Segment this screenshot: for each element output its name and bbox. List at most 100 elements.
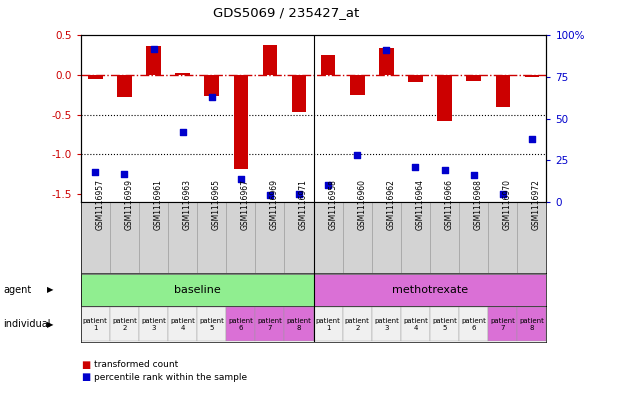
Text: GSM1116959: GSM1116959 bbox=[124, 179, 134, 230]
Text: patient
3: patient 3 bbox=[141, 318, 166, 331]
Text: methotrexate: methotrexate bbox=[392, 285, 468, 295]
Bar bbox=[525, 75, 539, 77]
FancyBboxPatch shape bbox=[517, 307, 546, 341]
Text: GSM1116965: GSM1116965 bbox=[212, 179, 220, 230]
Text: GSM1116962: GSM1116962 bbox=[386, 179, 396, 230]
FancyBboxPatch shape bbox=[139, 307, 168, 341]
Text: GSM1116964: GSM1116964 bbox=[415, 179, 425, 230]
Text: patient
2: patient 2 bbox=[345, 318, 369, 331]
Point bbox=[440, 167, 450, 174]
FancyBboxPatch shape bbox=[430, 202, 459, 274]
Point bbox=[90, 169, 100, 175]
Point bbox=[178, 129, 188, 135]
FancyBboxPatch shape bbox=[372, 202, 401, 274]
Text: transformed count: transformed count bbox=[94, 360, 179, 369]
Point bbox=[469, 172, 479, 178]
Bar bbox=[292, 75, 306, 112]
FancyBboxPatch shape bbox=[168, 202, 197, 274]
FancyBboxPatch shape bbox=[168, 307, 197, 341]
FancyBboxPatch shape bbox=[226, 307, 255, 341]
Text: patient
5: patient 5 bbox=[199, 318, 224, 331]
Bar bbox=[408, 75, 423, 82]
Bar bbox=[204, 75, 219, 95]
Text: ▶: ▶ bbox=[47, 285, 53, 294]
Text: agent: agent bbox=[3, 285, 31, 295]
Text: GSM1116971: GSM1116971 bbox=[299, 179, 308, 230]
Text: GSM1116966: GSM1116966 bbox=[445, 179, 453, 230]
FancyBboxPatch shape bbox=[401, 307, 430, 341]
FancyBboxPatch shape bbox=[459, 307, 488, 341]
Text: patient
2: patient 2 bbox=[112, 318, 137, 331]
Point bbox=[265, 192, 275, 198]
FancyBboxPatch shape bbox=[488, 202, 517, 274]
FancyBboxPatch shape bbox=[343, 307, 372, 341]
Bar bbox=[146, 46, 161, 75]
Text: individual: individual bbox=[3, 319, 50, 329]
Point bbox=[323, 182, 333, 189]
Point bbox=[498, 191, 508, 197]
Point bbox=[119, 171, 129, 177]
Bar bbox=[88, 75, 102, 79]
Bar bbox=[233, 75, 248, 169]
Bar bbox=[466, 75, 481, 81]
Text: patient
6: patient 6 bbox=[461, 318, 486, 331]
FancyBboxPatch shape bbox=[255, 307, 284, 341]
FancyBboxPatch shape bbox=[110, 307, 139, 341]
FancyBboxPatch shape bbox=[517, 202, 546, 274]
Text: patient
7: patient 7 bbox=[491, 318, 515, 331]
Point bbox=[381, 47, 391, 53]
Text: patient
1: patient 1 bbox=[83, 318, 107, 331]
Bar bbox=[321, 55, 335, 75]
Text: baseline: baseline bbox=[174, 285, 220, 295]
FancyBboxPatch shape bbox=[139, 202, 168, 274]
Point bbox=[294, 191, 304, 197]
Text: GSM1116963: GSM1116963 bbox=[183, 179, 192, 230]
FancyBboxPatch shape bbox=[459, 202, 488, 274]
FancyBboxPatch shape bbox=[314, 307, 343, 341]
Text: GSM1116970: GSM1116970 bbox=[503, 179, 512, 230]
Bar bbox=[263, 45, 277, 75]
FancyBboxPatch shape bbox=[255, 202, 284, 274]
FancyBboxPatch shape bbox=[488, 307, 517, 341]
Point bbox=[148, 46, 158, 52]
Text: GSM1116961: GSM1116961 bbox=[153, 179, 163, 230]
Text: patient
1: patient 1 bbox=[315, 318, 340, 331]
Text: patient
7: patient 7 bbox=[258, 318, 283, 331]
FancyBboxPatch shape bbox=[81, 202, 110, 274]
Text: GDS5069 / 235427_at: GDS5069 / 235427_at bbox=[212, 6, 359, 19]
FancyBboxPatch shape bbox=[197, 307, 226, 341]
Text: percentile rank within the sample: percentile rank within the sample bbox=[94, 373, 248, 382]
FancyBboxPatch shape bbox=[284, 202, 314, 274]
FancyBboxPatch shape bbox=[314, 274, 546, 305]
Bar bbox=[437, 75, 452, 121]
FancyBboxPatch shape bbox=[197, 202, 226, 274]
Text: GSM1116960: GSM1116960 bbox=[357, 179, 366, 230]
Bar bbox=[496, 75, 510, 107]
Text: patient
8: patient 8 bbox=[520, 318, 545, 331]
Point bbox=[352, 152, 362, 158]
FancyBboxPatch shape bbox=[401, 202, 430, 274]
Text: GSM1116969: GSM1116969 bbox=[270, 179, 279, 230]
FancyBboxPatch shape bbox=[343, 202, 372, 274]
FancyBboxPatch shape bbox=[284, 307, 314, 341]
Text: ▶: ▶ bbox=[47, 320, 53, 329]
Text: patient
4: patient 4 bbox=[170, 318, 195, 331]
Point bbox=[236, 176, 246, 182]
FancyBboxPatch shape bbox=[81, 307, 110, 341]
Bar bbox=[117, 75, 132, 97]
Point bbox=[410, 164, 420, 170]
Bar bbox=[350, 75, 365, 95]
Bar bbox=[175, 73, 190, 75]
FancyBboxPatch shape bbox=[226, 202, 255, 274]
Text: patient
6: patient 6 bbox=[229, 318, 253, 331]
Text: GSM1116958: GSM1116958 bbox=[328, 179, 337, 230]
FancyBboxPatch shape bbox=[314, 202, 343, 274]
Text: GSM1116957: GSM1116957 bbox=[95, 179, 104, 230]
Point bbox=[527, 136, 537, 142]
Text: ■: ■ bbox=[81, 372, 90, 382]
Text: GSM1116968: GSM1116968 bbox=[474, 179, 483, 230]
Text: patient
5: patient 5 bbox=[432, 318, 457, 331]
Point bbox=[207, 94, 217, 100]
FancyBboxPatch shape bbox=[110, 202, 139, 274]
Text: GSM1116972: GSM1116972 bbox=[532, 179, 541, 230]
